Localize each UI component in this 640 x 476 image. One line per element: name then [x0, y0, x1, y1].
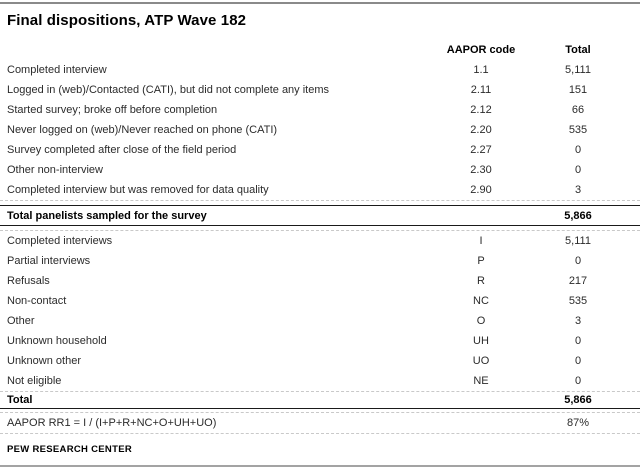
row-code: UO	[472, 355, 490, 367]
divider-dashed	[0, 391, 640, 392]
row-total: 535	[568, 124, 588, 136]
row-label: Total panelists sampled for the survey	[7, 209, 207, 222]
divider-solid	[0, 408, 640, 409]
table-row-total: Total 5,866	[0, 392, 640, 408]
row-total: 66	[571, 104, 585, 116]
bottom-rule	[0, 465, 640, 467]
table-row-total-sampled: Total panelists sampled for the survey 5…	[0, 206, 640, 225]
column-header-total: Total	[565, 44, 591, 56]
row-total: 0	[574, 255, 582, 267]
row-label: Not eligible	[7, 375, 62, 387]
row-code: 2.12	[470, 104, 492, 116]
row-total: 151	[568, 84, 588, 96]
row-label: Completed interview	[7, 64, 107, 76]
row-total: 535	[568, 295, 588, 307]
row-total: 5,111	[565, 235, 591, 247]
table-row: Refusals R 217	[0, 271, 640, 291]
table-row: Survey completed after close of the fiel…	[0, 140, 640, 160]
table-row: Logged in (web)/Contacted (CATI), but di…	[0, 80, 640, 100]
row-total: 0	[574, 144, 582, 156]
row-label: Unknown other	[7, 355, 81, 367]
row-label: Completed interviews	[7, 235, 113, 247]
table-row: Never logged on (web)/Never reached on p…	[0, 120, 640, 140]
divider-solid	[0, 205, 640, 206]
row-total: 0	[574, 375, 582, 387]
source-label: PEW RESEARCH CENTER	[7, 444, 132, 455]
row-label: Non-contact	[7, 295, 67, 307]
row-total: 217	[568, 275, 588, 287]
row-label: Total	[7, 394, 33, 406]
divider-dashed	[0, 412, 640, 413]
row-code: 1.1	[473, 64, 489, 76]
row-code: 2.11	[470, 84, 492, 96]
table-row: Partial interviews P 0	[0, 251, 640, 271]
row-code: NC	[473, 295, 489, 307]
row-total: 0	[574, 164, 582, 176]
row-total: 5,866	[564, 209, 592, 222]
row-total: 0	[574, 355, 582, 367]
row-code: O	[476, 315, 486, 327]
table-row: Completed interview but was removed for …	[0, 180, 640, 200]
table-header-row: AAPOR code Total	[0, 40, 640, 60]
row-label: Other	[7, 315, 35, 327]
table-row: Other non-interview 2.30 0	[0, 160, 640, 180]
divider-solid	[0, 225, 640, 226]
row-code: 2.30	[470, 164, 492, 176]
row-code: P	[477, 255, 485, 267]
row-code: 2.90	[470, 184, 492, 196]
page-title: Final dispositions, ATP Wave 182	[7, 12, 247, 29]
row-total: 3	[574, 315, 582, 327]
table-row: Completed interviews I 5,111	[0, 231, 640, 251]
row-code: 2.20	[470, 124, 492, 136]
row-label: Completed interview but was removed for …	[7, 184, 269, 196]
top-rule	[0, 2, 640, 4]
table-row: Other O 3	[0, 311, 640, 331]
table-row: Completed interview 1.1 5,111	[0, 60, 640, 80]
column-header-aapor-code: AAPOR code	[446, 44, 516, 56]
row-code: 2.27	[470, 144, 492, 156]
table-row: Started survey; broke off before complet…	[0, 100, 640, 120]
row-label: Logged in (web)/Contacted (CATI), but di…	[7, 84, 330, 96]
table-row-response-rate: AAPOR RR1 = I / (I+P+R+NC+O+UH+UO) 87%	[0, 413, 640, 433]
row-label: Survey completed after close of the fiel…	[7, 144, 237, 156]
table-row: Unknown household UH 0	[0, 331, 640, 351]
row-label: AAPOR RR1 = I / (I+P+R+NC+O+UH+UO)	[7, 417, 217, 429]
divider-dashed	[0, 200, 640, 201]
table-row: Not eligible NE 0	[0, 371, 640, 391]
row-total: 5,866	[564, 394, 592, 406]
table-row: Non-contact NC 535	[0, 291, 640, 311]
row-label: Other non-interview	[7, 164, 103, 176]
row-total: 3	[574, 184, 582, 196]
row-label: Unknown household	[7, 335, 107, 347]
row-total: 5,111	[565, 64, 591, 76]
row-label: Started survey; broke off before complet…	[7, 104, 218, 116]
divider-dashed	[0, 433, 640, 434]
divider-dashed	[0, 230, 640, 231]
row-label: Refusals	[7, 275, 50, 287]
row-label: Never logged on (web)/Never reached on p…	[7, 124, 278, 136]
row-label: Partial interviews	[7, 255, 91, 267]
row-code: UH	[473, 335, 489, 347]
row-code: NE	[473, 375, 489, 387]
row-code: R	[477, 275, 485, 287]
table-row: Unknown other UO 0	[0, 351, 640, 371]
row-code: I	[479, 235, 483, 247]
row-total: 0	[574, 335, 582, 347]
row-total: 87%	[566, 417, 590, 429]
